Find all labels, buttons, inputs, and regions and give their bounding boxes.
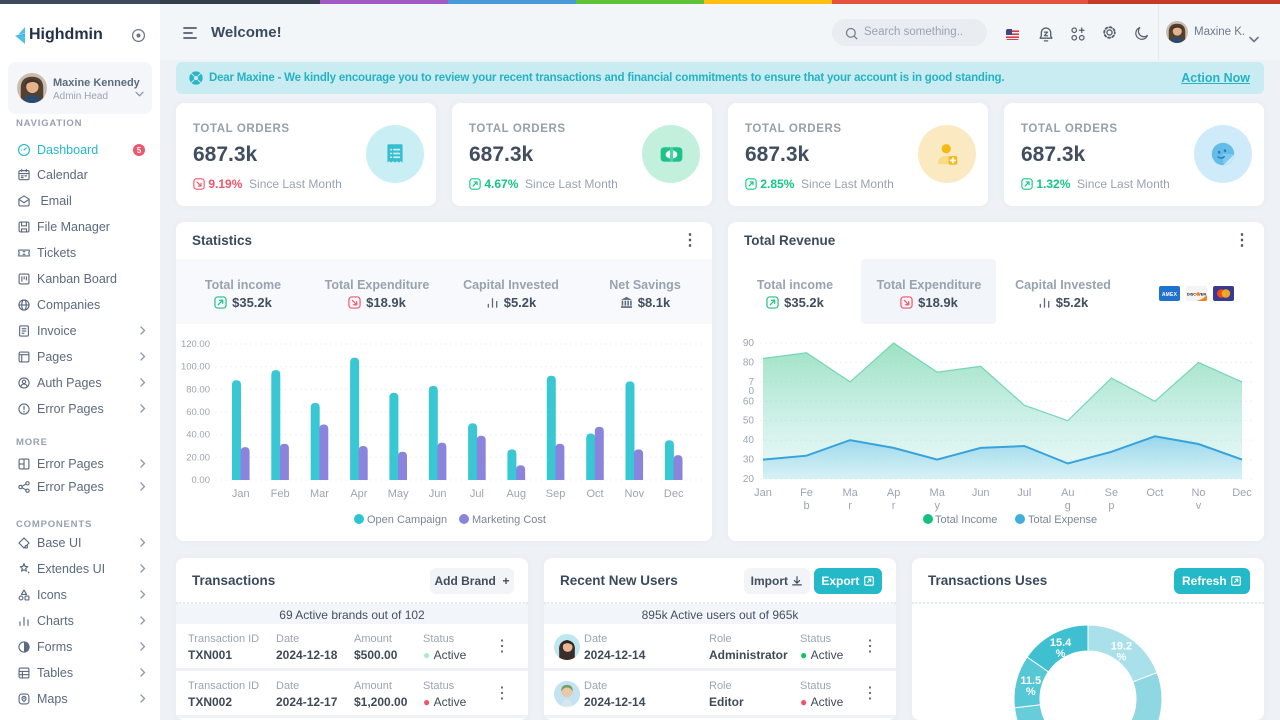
svg-text:Fe: Fe <box>800 487 813 499</box>
svg-text:Se: Se <box>1105 487 1118 499</box>
svg-text:Ma: Ma <box>930 487 946 499</box>
svg-text:Ap: Ap <box>887 487 900 499</box>
svg-text:15.4: 15.4 <box>1050 637 1072 649</box>
svg-text:Dec: Dec <box>664 488 684 500</box>
svg-text:Nov: Nov <box>625 488 645 500</box>
svg-text:0: 0 <box>748 386 754 397</box>
svg-text:60: 60 <box>743 396 755 407</box>
svg-text:Jan: Jan <box>754 487 772 499</box>
svg-text:11.5: 11.5 <box>1020 675 1041 687</box>
svg-text:p: p <box>1108 500 1114 512</box>
svg-text:No: No <box>1191 487 1205 499</box>
svg-text:90: 90 <box>743 338 755 349</box>
svg-text:Jul: Jul <box>1017 487 1031 499</box>
svg-text:60.00: 60.00 <box>186 407 210 418</box>
svg-text:Ma: Ma <box>842 487 858 499</box>
svg-text:r: r <box>892 500 896 512</box>
svg-text:%: % <box>1026 686 1036 698</box>
svg-text:Total Expense: Total Expense <box>1028 514 1097 526</box>
svg-text:Total Income: Total Income <box>935 514 997 526</box>
svg-text:40.00: 40.00 <box>186 430 210 441</box>
svg-text:Dec: Dec <box>1232 487 1252 499</box>
svg-text:120.00: 120.00 <box>181 339 210 350</box>
svg-text:Jul: Jul <box>470 488 484 500</box>
svg-text:Aug: Aug <box>506 488 526 500</box>
svg-text:30: 30 <box>743 455 755 466</box>
svg-text:20: 20 <box>743 474 755 485</box>
svg-text:May: May <box>388 488 409 500</box>
svg-text:Apr: Apr <box>350 488 367 500</box>
svg-text:50: 50 <box>743 416 755 427</box>
svg-text:Oct: Oct <box>586 488 603 500</box>
svg-text:Feb: Feb <box>271 488 290 500</box>
svg-text:Oct: Oct <box>1146 487 1163 499</box>
svg-text:Sep: Sep <box>546 488 566 500</box>
svg-text:Mar: Mar <box>310 488 329 500</box>
svg-text:7: 7 <box>748 377 754 388</box>
svg-text:80: 80 <box>743 357 755 368</box>
svg-text:Open Campaign: Open Campaign <box>367 514 447 526</box>
svg-text:Jan: Jan <box>232 488 250 500</box>
svg-text:Jun: Jun <box>429 488 447 500</box>
svg-text:19.2: 19.2 <box>1111 640 1132 652</box>
svg-text:%: % <box>1056 648 1066 660</box>
svg-text:Jun: Jun <box>972 487 990 499</box>
svg-text:Marketing Cost: Marketing Cost <box>472 514 546 526</box>
svg-text:g: g <box>1065 500 1071 512</box>
svg-text:y: y <box>934 500 940 512</box>
svg-text:b: b <box>803 500 809 512</box>
svg-text:40: 40 <box>743 435 755 446</box>
svg-text:20.00: 20.00 <box>186 452 210 463</box>
svg-text:80.00: 80.00 <box>186 384 210 395</box>
svg-text:r: r <box>848 500 852 512</box>
svg-text:AMEX: AMEX <box>1162 292 1178 298</box>
svg-text:Au: Au <box>1061 487 1074 499</box>
svg-text:0.00: 0.00 <box>192 475 211 486</box>
svg-text:%: % <box>1117 651 1127 663</box>
svg-text:100.00: 100.00 <box>181 362 210 373</box>
svg-text:v: v <box>1196 500 1202 512</box>
